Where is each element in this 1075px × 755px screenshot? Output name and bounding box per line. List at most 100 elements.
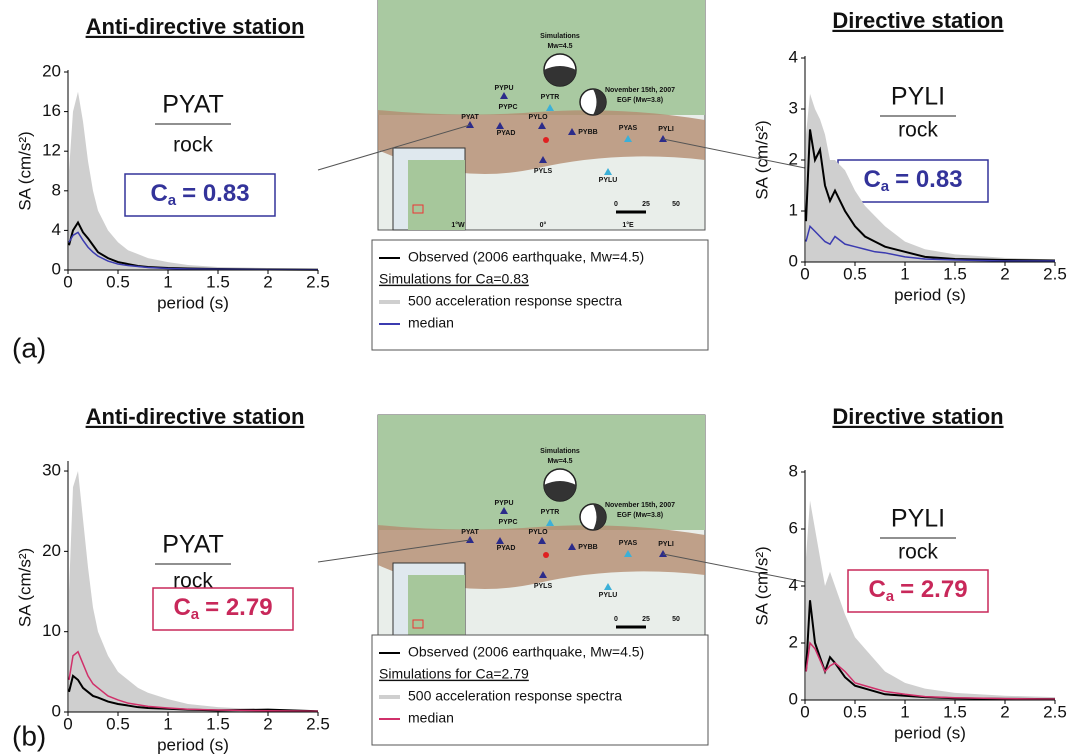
series-line: [68, 231, 319, 271]
y-tick-label: 4: [52, 220, 61, 239]
series-line: [805, 224, 1055, 262]
epicenter: [543, 137, 549, 143]
station-label: PYAD: [497, 545, 516, 552]
station-label: PYBB: [578, 544, 597, 551]
station-name: PYLI: [891, 83, 945, 111]
map-label: Simulations: [540, 33, 580, 40]
scale-label: 25: [642, 616, 650, 623]
station-label: PYAS: [619, 125, 638, 132]
longitude-label: 1°W: [451, 221, 465, 229]
station-marker: [466, 121, 474, 128]
station-marker: [568, 543, 576, 550]
y-tick-label: 4: [789, 575, 798, 594]
x-tick-label: 2: [263, 272, 272, 291]
station-marker: [538, 122, 546, 129]
station-label: PYAD: [497, 130, 516, 137]
x-tick-label: 1: [163, 272, 172, 291]
station-marker: [500, 92, 508, 99]
series-line: [805, 129, 1056, 262]
y-tick-label: 4: [789, 47, 798, 66]
panel-label: (b): [12, 720, 46, 751]
x-tick-label: 1: [900, 702, 909, 721]
x-axis-label: period (s): [157, 293, 229, 312]
map-inset-box: [412, 204, 424, 214]
station-label: PYAT: [461, 529, 479, 536]
y-axis-label: SA (cm/s²): [15, 548, 34, 627]
station-marker: [539, 156, 547, 163]
coef-label: Ca = 2.79: [868, 576, 967, 605]
y-tick-label: 10: [42, 621, 61, 640]
y-tick-label: 0: [52, 701, 61, 720]
coef-value: = 0.83: [895, 166, 962, 193]
map: Simulations Mw=4.5 November 15th, 2007 EGF …: [377, 0, 706, 231]
x-axis-label: period (s): [894, 723, 966, 742]
coef-symbol: C: [863, 166, 880, 193]
focal-mechanism-quadrant: [593, 89, 606, 115]
x-tick-label: 2.5: [306, 272, 330, 291]
x-tick-label: 2.5: [1043, 702, 1067, 721]
station-marker: [604, 583, 612, 590]
map-label: EGF (Mw=3.8): [617, 97, 663, 104]
station-label: PYPU: [494, 500, 513, 507]
legend-box: [371, 239, 709, 351]
x-tick-label: 1: [163, 714, 172, 733]
coef-box: [847, 569, 989, 613]
station-label: PYTR: [541, 94, 560, 101]
station-label: PYLU: [599, 592, 618, 599]
x-tick-label: 1: [900, 264, 909, 283]
y-tick-label: 0: [789, 689, 798, 708]
station-marker: [624, 550, 632, 557]
station-label: PYLI: [658, 126, 674, 133]
y-tick-label: 0: [52, 259, 61, 278]
map-label: November 15th, 2007: [605, 87, 675, 94]
chart-title: Directive station: [832, 8, 1003, 33]
station-marker: [466, 536, 474, 543]
y-tick-label: 3: [789, 98, 798, 117]
map-plain: [378, 415, 705, 530]
scale-label: 0: [614, 201, 618, 208]
spectra-envelope: [806, 500, 1055, 700]
x-tick-label: 2: [1000, 264, 1009, 283]
coef-box: [124, 173, 276, 217]
map-inset-box: [412, 619, 424, 629]
map-inset-land: [408, 160, 465, 230]
spectra-envelope: [806, 93, 1055, 262]
y-tick-label: 30: [42, 461, 61, 480]
scale-label: 0: [614, 616, 618, 623]
y-tick-label: 2: [789, 632, 798, 651]
station-label: PYLU: [599, 177, 618, 184]
scale-label: 50: [672, 201, 680, 208]
x-tick-label: 2.5: [1043, 264, 1067, 283]
longitude-label: 1°E: [622, 221, 634, 229]
x-tick-label: 0: [63, 272, 72, 291]
x-axis-label: period (s): [894, 285, 966, 304]
legend-label: Observed (2006 earthquake, Mw=4.5): [408, 644, 644, 660]
legend-title: Simulations for Ca=0.83: [379, 271, 529, 287]
station-marker: [546, 519, 554, 526]
connector: [662, 138, 806, 169]
legend-label: Observed (2006 earthquake, Mw=4.5): [408, 249, 644, 265]
station-label: PYPC: [498, 519, 517, 526]
x-tick-label: 2: [263, 714, 272, 733]
station-marker: [539, 571, 547, 578]
map-label: November 15th, 2007: [605, 502, 675, 509]
y-tick-label: 8: [789, 461, 798, 480]
station-label: PYLS: [534, 583, 553, 590]
x-tick-label: 1.5: [943, 702, 967, 721]
y-axis-label: SA (cm/s²): [752, 546, 771, 625]
chart-title: Anti-directive station: [86, 404, 305, 429]
connector: [662, 553, 806, 583]
series-line: [68, 650, 319, 712]
site-class: rock: [898, 119, 938, 142]
station-label: PYAT: [461, 114, 479, 121]
focal-mechanism-quadrant: [593, 504, 606, 530]
coef-label: Ca = 0.83: [150, 180, 249, 209]
coef-box: [152, 587, 294, 631]
coef-subscript: a: [168, 192, 177, 209]
station-marker: [624, 135, 632, 142]
spectra-envelope: [69, 471, 318, 712]
chart-title: Directive station: [832, 404, 1003, 429]
station-name: PYAT: [162, 531, 224, 559]
